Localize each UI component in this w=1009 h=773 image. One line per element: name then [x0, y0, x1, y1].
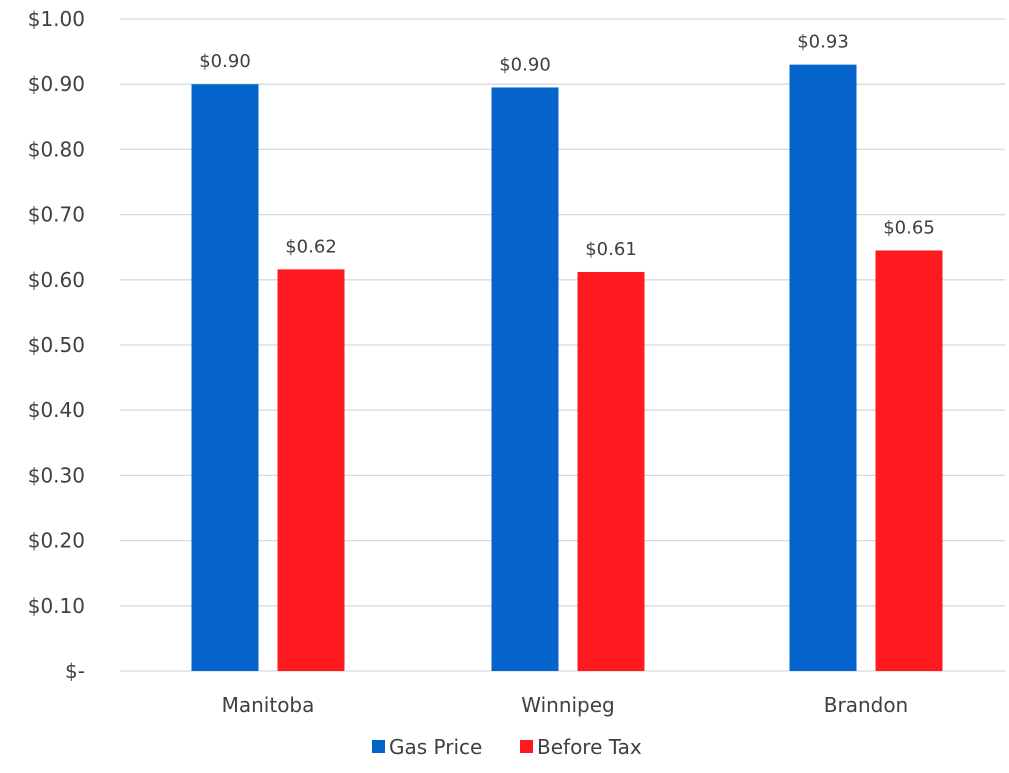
data-labels: $0.90 $0.90 $0.93 $0.62 $0.61 $0.65	[199, 32, 935, 260]
y-tick-label: $0.20	[28, 529, 85, 553]
y-tick-label: $0.70	[28, 203, 85, 227]
y-tick-label: $0.10	[28, 594, 85, 618]
y-tick-label: $1.00	[28, 7, 85, 31]
bar-gas-price-winnipeg	[491, 87, 559, 671]
y-tick-label: $0.30	[28, 463, 85, 487]
gridlines	[120, 18, 1005, 672]
y-axis-tick-labels: $- $0.10 $0.20 $0.30 $0.40 $0.50 $0.60 $0.70 $0.…	[28, 7, 85, 683]
x-category-label: Brandon	[824, 693, 908, 717]
legend-swatch	[520, 740, 533, 753]
data-label: $0.90	[499, 54, 551, 75]
bar-gas-price-brandon	[789, 64, 857, 671]
x-category-label: Winnipeg	[521, 693, 615, 717]
legend-swatch	[372, 740, 385, 753]
legend-label: Before Tax	[537, 735, 642, 759]
y-tick-label: $0.80	[28, 137, 85, 161]
bars	[191, 64, 943, 671]
bar-gas-price-manitoba	[191, 84, 259, 671]
y-tick-label: $0.90	[28, 72, 85, 96]
x-category-label: Manitoba	[222, 693, 315, 717]
bar-before-tax-winnipeg	[577, 271, 645, 671]
y-tick-label: $0.50	[28, 333, 85, 357]
y-tick-label: $-	[65, 659, 85, 683]
data-label: $0.90	[199, 51, 251, 72]
bar-before-tax-brandon	[875, 250, 943, 671]
bar-before-tax-manitoba	[277, 269, 345, 671]
data-label: $0.61	[585, 239, 637, 260]
data-label: $0.65	[883, 217, 935, 238]
data-label: $0.93	[797, 32, 849, 53]
legend-label: Gas Price	[389, 735, 482, 759]
x-axis-category-labels: Manitoba Winnipeg Brandon	[222, 693, 909, 717]
legend: Gas Price Before Tax	[372, 735, 642, 759]
y-tick-label: $0.60	[28, 268, 85, 292]
y-tick-label: $0.40	[28, 398, 85, 422]
data-label: $0.62	[285, 236, 337, 257]
